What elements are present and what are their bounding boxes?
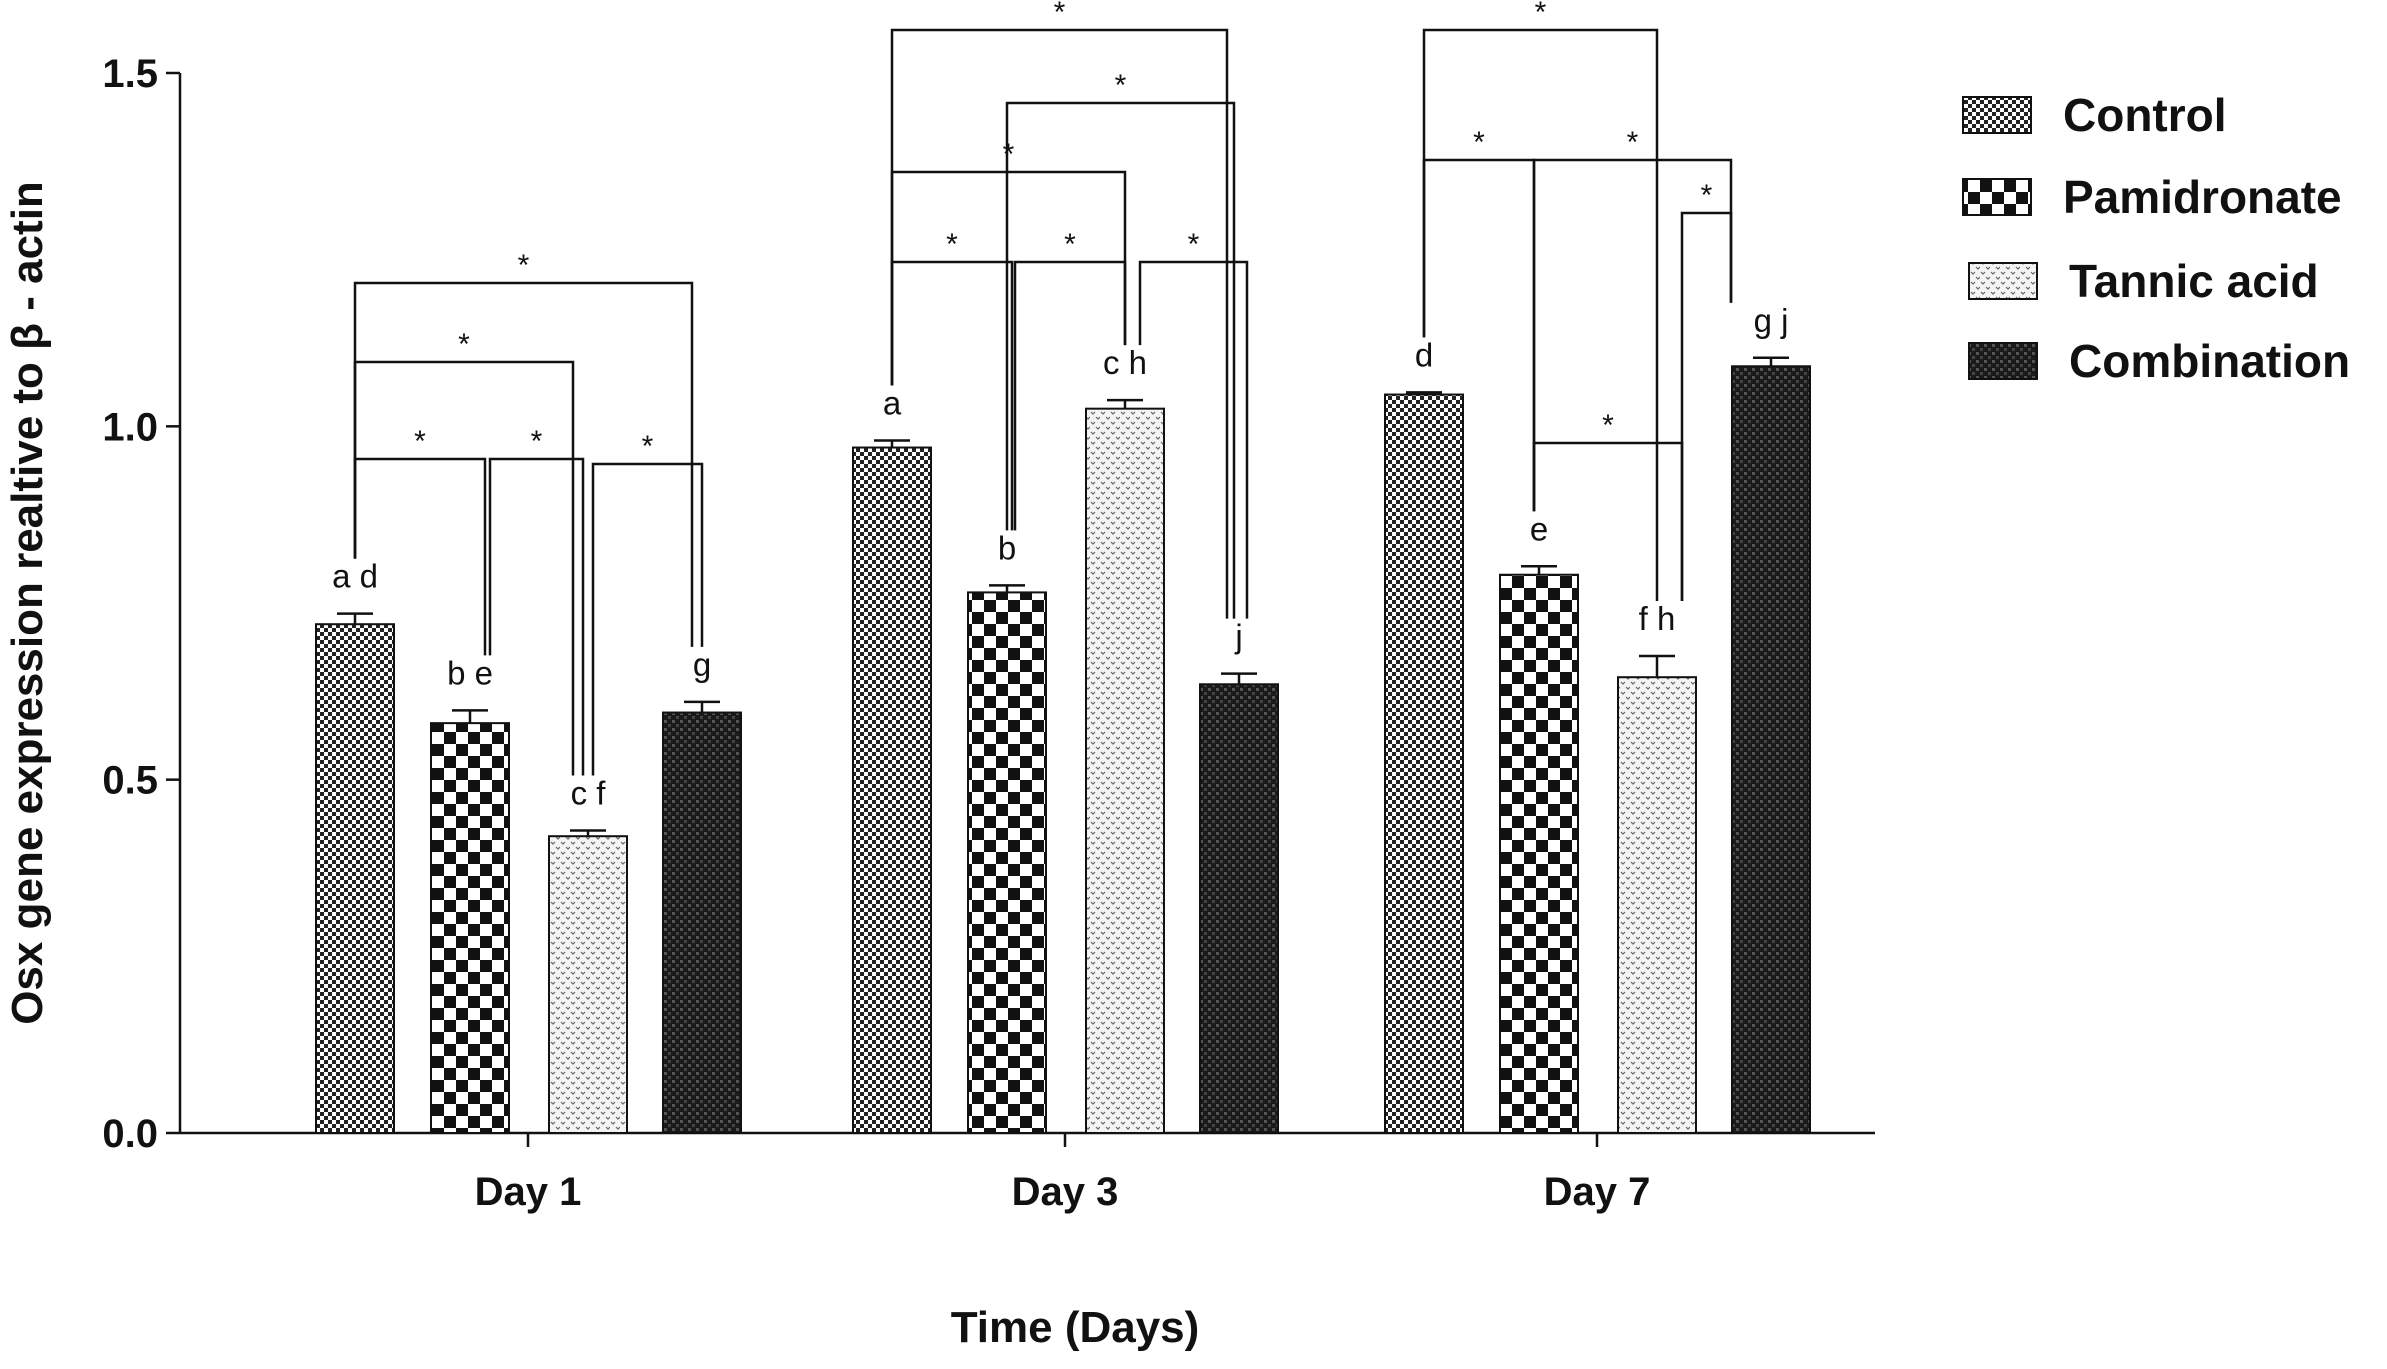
bar-letter-label: b [998, 529, 1016, 566]
significance-bracket [591, 462, 704, 776]
bar-combination-day0 [662, 711, 742, 1134]
y-tick-label: 0.5 [102, 759, 158, 803]
legend-label: Pamidronate [2063, 171, 2342, 223]
legend-label: Tannic acid [2069, 255, 2319, 307]
significance-star: * [1473, 126, 1485, 159]
bar-pamidronate-day0 [430, 722, 510, 1135]
significance-bracket [1680, 211, 1733, 601]
bar-tannic-acid-day1 [1085, 407, 1165, 1134]
legend-swatch-tannic-acid [1968, 262, 2038, 300]
y-tick-label: 1.0 [102, 405, 158, 449]
legend-label: Control [2063, 89, 2227, 141]
significance-bracket [1532, 441, 1684, 601]
bar-control-day1 [852, 446, 932, 1134]
bar-letter-label: j [1234, 618, 1242, 655]
bar-letter-label: e [1530, 510, 1548, 547]
significance-star: * [946, 228, 958, 261]
bar-combination-day1 [1199, 683, 1279, 1134]
significance-star: * [1602, 409, 1614, 442]
bar-control-day2 [1384, 393, 1464, 1134]
legend: Control Pamidronate Tannic acid Combination [1962, 89, 2350, 387]
significance-bracket [488, 457, 585, 776]
bar-letter-label: a [883, 384, 902, 421]
x-tick-label: Day 1 [475, 1170, 582, 1214]
bars: a d b e c f g a b c h j d e f h g j [315, 302, 1811, 1135]
significance-star: * [1003, 138, 1015, 171]
bar-letter-label: c f [571, 775, 607, 812]
significance-bracket [890, 28, 1229, 619]
bar-combination-day2 [1731, 365, 1811, 1134]
x-tick-label: Day 7 [1544, 1170, 1651, 1214]
bar-letter-label: d [1415, 336, 1433, 373]
legend-swatch-pamidronate [1962, 178, 2032, 216]
significance-bracket [353, 281, 694, 647]
x-tick-label: Day 3 [1012, 1170, 1119, 1214]
significance-bracket [1138, 260, 1249, 619]
significance-bracket [890, 170, 1127, 386]
significance-bracket [1422, 28, 1659, 601]
y-tick-label: 0.0 [102, 1112, 158, 1156]
bar-letter-label: a d [332, 558, 378, 595]
legend-label: Combination [2069, 335, 2350, 387]
bar-letter-label: g j [1754, 302, 1789, 339]
significance-star: * [531, 425, 543, 458]
x-ticks: Day 1 Day 3 Day 7 [475, 1133, 1651, 1214]
significance-star: * [414, 425, 426, 458]
significance-star: * [1627, 126, 1639, 159]
bar-pamidronate-day1 [967, 591, 1047, 1134]
bar-letter-label: c h [1103, 344, 1147, 381]
significance-star: * [1115, 69, 1127, 102]
significance-star: * [458, 328, 470, 361]
bar-letter-label: b e [447, 654, 493, 691]
significance-bracket [1005, 101, 1236, 619]
y-tick-label: 1.5 [102, 52, 158, 96]
bar-control-day0 [315, 623, 395, 1134]
bar-tannic-acid-day0 [548, 835, 628, 1134]
significance-star: * [1701, 179, 1713, 212]
significance-star: * [1535, 0, 1547, 29]
significance-star: * [1188, 228, 1200, 261]
bar-letter-label: f h [1639, 600, 1676, 637]
significance-brackets: * * * * * * * * * * * * * * * * [353, 0, 1733, 776]
significance-star: * [1064, 228, 1076, 261]
y-axis-title: Osx gene expression realtive to β - acti… [3, 181, 52, 1025]
legend-swatch-combination [1968, 342, 2038, 380]
bar-letter-label: g [693, 646, 711, 683]
legend-swatch-control [1962, 96, 2032, 134]
significance-star: * [518, 249, 530, 282]
significance-star: * [1054, 0, 1066, 29]
bar-tannic-acid-day2 [1617, 676, 1697, 1134]
x-axis-title: Time (Days) [951, 1303, 1200, 1352]
significance-star: * [642, 430, 654, 463]
bar-pamidronate-day2 [1499, 573, 1579, 1134]
y-ticks: 0.0 0.5 1.0 1.5 [102, 52, 180, 1156]
